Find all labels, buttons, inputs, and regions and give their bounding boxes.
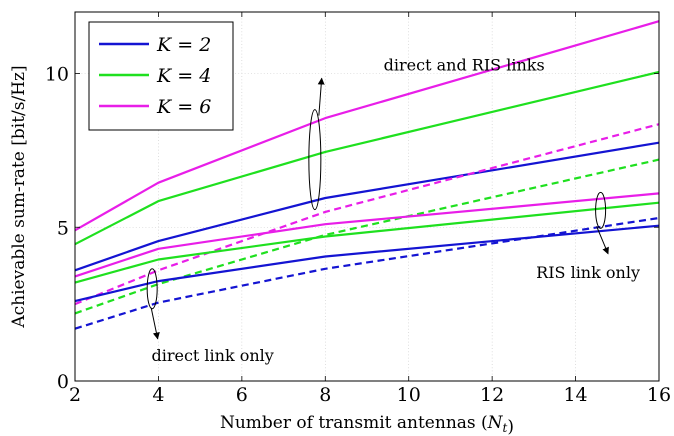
- series-line: [74, 216, 660, 330]
- series-line: [74, 123, 660, 306]
- series-line: [74, 224, 660, 303]
- annotation-arrow: [596, 226, 609, 255]
- annotation-ellipse: [308, 109, 322, 211]
- legend: K = 2 K = 4 K = 6: [88, 21, 234, 131]
- annotation-label: RIS link only: [536, 263, 640, 282]
- x-tick-label: 14: [563, 384, 587, 406]
- annotation-arrow: [150, 307, 160, 340]
- series-line: [74, 20, 660, 232]
- series-line: [74, 141, 660, 272]
- legend-label: K = 6: [156, 96, 211, 118]
- annotations: direct and RIS links RIS link only direct …: [146, 55, 640, 365]
- x-tick-label: 4: [152, 384, 164, 406]
- annotation-label: direct link only: [151, 346, 273, 365]
- x-axis-label: Number of transmit antennas (Nt): [220, 413, 514, 436]
- legend-label: K = 4: [156, 65, 211, 87]
- annotation-ellipse: [595, 191, 607, 229]
- y-tick-label: 0: [57, 371, 69, 393]
- y-axis-label: Achievable sum-rate [bit/s/Hz]: [9, 65, 29, 328]
- y-tick-label: 10: [45, 64, 69, 86]
- annotation-ellipse: [146, 268, 158, 310]
- x-tick-label: 16: [647, 384, 671, 406]
- series-line: [74, 201, 660, 284]
- legend-label: K = 2: [156, 34, 211, 56]
- x-tick-label: 12: [480, 384, 504, 406]
- ticks: 2 4 6 8 10 12 14 16 0 5 10: [45, 12, 671, 406]
- x-tick-label: 10: [397, 384, 421, 406]
- x-tick-label: 8: [319, 384, 331, 406]
- x-tick-label: 2: [69, 384, 81, 406]
- series-line: [74, 70, 660, 246]
- y-tick-label: 5: [57, 217, 69, 239]
- annotation-arrow: [317, 77, 325, 116]
- x-tick-label: 6: [236, 384, 248, 406]
- plot-frame: [74, 11, 660, 382]
- series-layer: [74, 20, 660, 330]
- annotation-label: direct and RIS links: [384, 55, 545, 74]
- series-line: [74, 192, 660, 278]
- series-line: [74, 158, 660, 315]
